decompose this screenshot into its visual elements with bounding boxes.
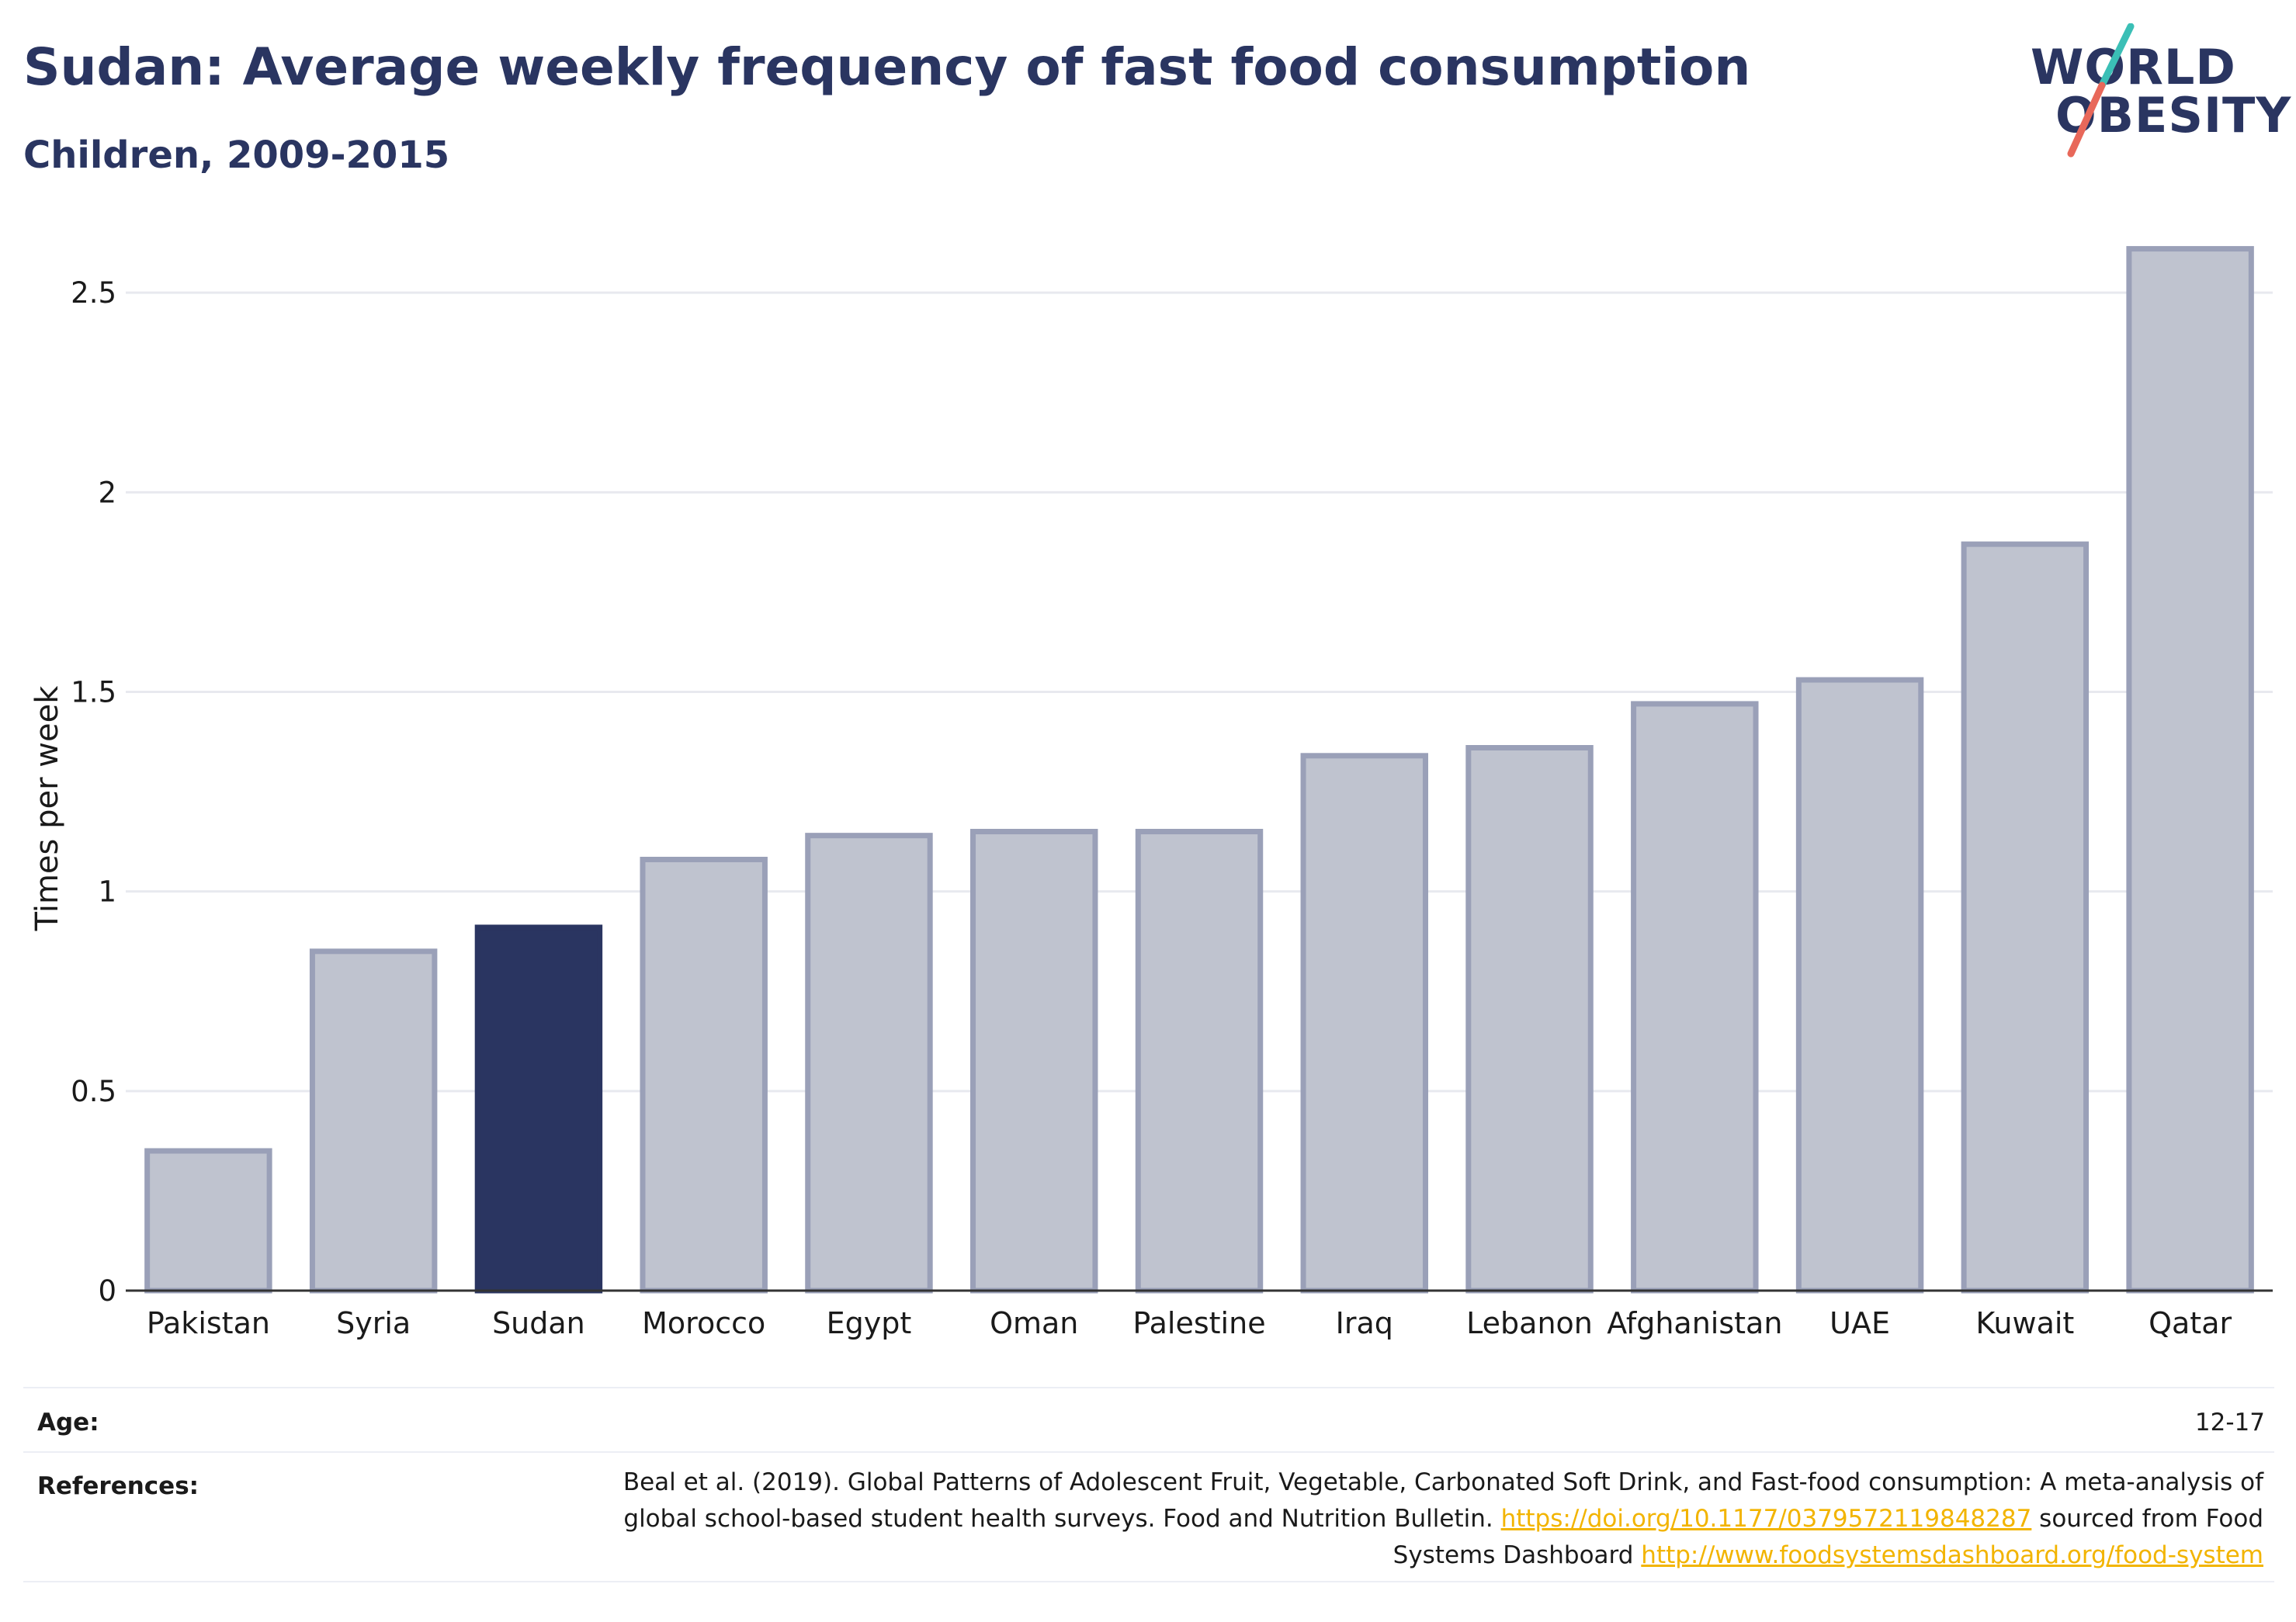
world-obesity-logo: WORLD OBESITY — [2018, 23, 2291, 171]
bar-pakistan — [144, 1148, 272, 1294]
x-tick-label: UAE — [1830, 1306, 1890, 1340]
bar-qatar — [2126, 246, 2254, 1294]
footer-divider-middle — [23, 1451, 2274, 1453]
bar-egypt — [805, 833, 933, 1294]
bar-palestine — [1135, 829, 1264, 1294]
bar-lebanon — [1465, 744, 1594, 1294]
y-tick-label: 0.5 — [71, 1075, 116, 1108]
footer-divider-bottom — [23, 1581, 2274, 1582]
bar-uae — [1795, 677, 1924, 1294]
age-value: 12-17 — [2194, 1409, 2265, 1437]
y-tick-label: 2 — [98, 476, 116, 509]
x-tick-label: Egypt — [827, 1306, 912, 1340]
bar-syria — [309, 948, 438, 1294]
x-tick-label: Afghanistan — [1607, 1306, 1782, 1340]
y-tick-label: 1 — [98, 875, 116, 909]
references-label: References: — [37, 1472, 199, 1500]
x-tick-label: Kuwait — [1975, 1306, 2074, 1340]
x-tick-label: Iraq — [1336, 1306, 1393, 1340]
x-tick-label: Palestine — [1132, 1306, 1265, 1340]
bar-kuwait — [1961, 541, 2090, 1294]
footer-divider-top — [23, 1387, 2274, 1388]
y-tick-label: 1.5 — [71, 675, 116, 709]
logo-slash-icon — [2067, 23, 2135, 158]
x-tick-label: Lebanon — [1466, 1306, 1593, 1340]
x-tick-label: Morocco — [642, 1306, 765, 1340]
x-tick-label: Oman — [990, 1306, 1078, 1340]
bar-oman — [970, 829, 1098, 1294]
bar-chart: 0 0.5 1 1.5 2 2.5 Pakistan Syria Sudan Morocco Egy… — [29, 246, 2273, 1340]
x-tick-label: Pakistan — [147, 1306, 270, 1340]
food-systems-link[interactable]: http://www.foodsystemsdashboard.org/food… — [1641, 1541, 2263, 1569]
bar-sudan — [474, 924, 603, 1294]
x-tick-label: Syria — [336, 1306, 411, 1340]
x-tick-label: Qatar — [2149, 1306, 2232, 1340]
bar-iraq — [1300, 753, 1428, 1294]
x-tick-label: Sudan — [492, 1306, 585, 1340]
chart-title: Sudan: Average weekly frequency of fast … — [23, 37, 1751, 97]
references-text: Beal et al. (2019). Global Patterns of A… — [556, 1464, 2263, 1574]
bar-afghanistan — [1631, 701, 1759, 1294]
y-tick-label: 2.5 — [71, 276, 116, 310]
y-axis-label: Times per week — [29, 685, 65, 932]
logo-slash-bottom — [2067, 81, 2106, 158]
logo-slash-top — [2098, 23, 2135, 89]
bar-morocco — [640, 857, 768, 1294]
y-tick-label: 0 — [98, 1274, 116, 1308]
references-text-2: sourced from Food Systems Dashboard — [1393, 1505, 2263, 1569]
logo-line-1: WORLD — [2031, 39, 2236, 95]
chart-subtitle: Children, 2009-2015 — [23, 133, 450, 177]
references-text-1: Beal et al. (2019). Global Patterns of A… — [623, 1468, 2263, 1533]
age-label: Age: — [37, 1409, 99, 1437]
doi-link[interactable]: https://doi.org/10.1177/0379572119848287 — [1500, 1505, 2032, 1533]
